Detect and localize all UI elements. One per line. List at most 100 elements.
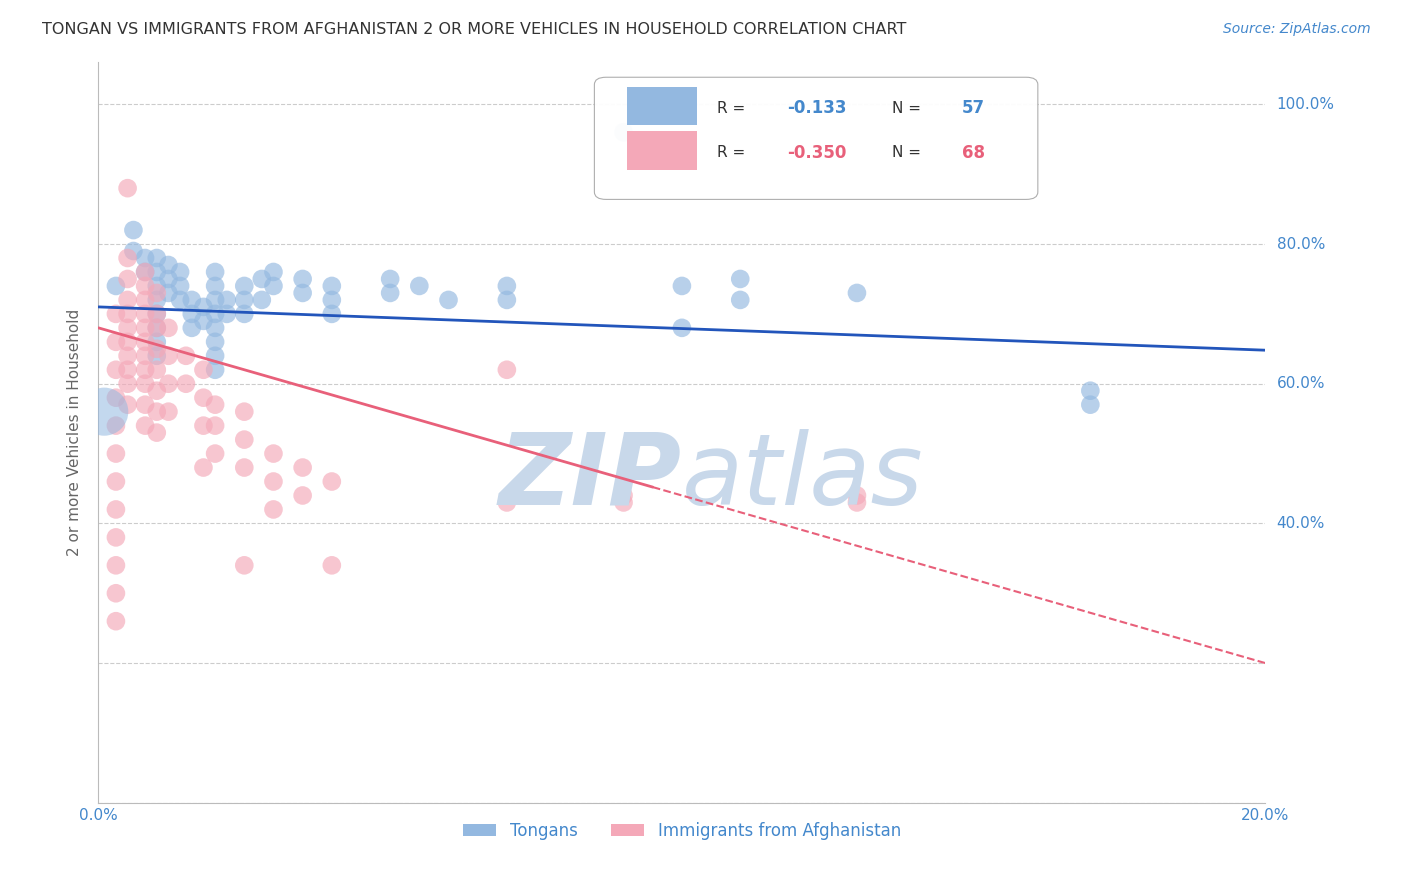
Text: -0.133: -0.133 <box>787 99 846 118</box>
Point <box>104 614 127 628</box>
Point <box>730 293 752 307</box>
Point <box>262 502 284 516</box>
Point <box>117 349 139 363</box>
Point <box>146 279 169 293</box>
Point <box>104 530 127 544</box>
Point <box>134 279 156 293</box>
Point <box>193 300 215 314</box>
Point <box>204 307 226 321</box>
Point <box>215 293 238 307</box>
Point <box>321 293 343 307</box>
Point <box>174 376 197 391</box>
Point <box>846 285 869 300</box>
Point <box>496 495 519 509</box>
Point <box>204 279 226 293</box>
Point <box>117 181 139 195</box>
Point <box>169 279 191 293</box>
Bar <box>627 87 697 126</box>
Point <box>117 251 139 265</box>
Point <box>291 272 314 286</box>
Point <box>146 307 169 321</box>
FancyBboxPatch shape <box>595 78 1038 200</box>
Legend: Tongans, Immigrants from Afghanistan: Tongans, Immigrants from Afghanistan <box>457 815 907 847</box>
Point <box>233 558 256 573</box>
Point <box>233 433 256 447</box>
Point <box>291 460 314 475</box>
Y-axis label: 2 or more Vehicles in Household: 2 or more Vehicles in Household <box>67 309 83 557</box>
Point <box>93 405 115 419</box>
Text: 68: 68 <box>962 144 986 161</box>
Point <box>134 418 156 433</box>
Text: 60.0%: 60.0% <box>1277 376 1324 392</box>
Point <box>496 279 519 293</box>
Point <box>146 425 169 440</box>
Point <box>134 376 156 391</box>
Point <box>134 307 156 321</box>
Point <box>496 363 519 377</box>
Point <box>250 272 273 286</box>
Point <box>122 223 145 237</box>
Point <box>134 398 156 412</box>
Point <box>169 265 191 279</box>
Point <box>146 342 169 356</box>
Point <box>157 272 180 286</box>
Point <box>117 321 139 335</box>
Point <box>134 321 156 335</box>
Point <box>104 334 127 349</box>
Point <box>180 307 202 321</box>
Point <box>157 285 180 300</box>
Point <box>174 349 197 363</box>
Point <box>846 495 869 509</box>
Point <box>204 265 226 279</box>
Point <box>250 293 273 307</box>
Point <box>122 244 145 258</box>
Point <box>146 265 169 279</box>
Text: Source: ZipAtlas.com: Source: ZipAtlas.com <box>1223 22 1371 37</box>
Point <box>157 376 180 391</box>
Point <box>846 488 869 502</box>
Point <box>146 349 169 363</box>
Point <box>496 293 519 307</box>
Point <box>612 125 634 139</box>
Point <box>117 363 139 377</box>
Point <box>146 363 169 377</box>
Point <box>104 586 127 600</box>
Point <box>262 265 284 279</box>
Point <box>134 293 156 307</box>
Point <box>193 460 215 475</box>
Point <box>146 321 169 335</box>
Text: N =: N = <box>891 145 925 161</box>
Point <box>104 307 127 321</box>
Point <box>215 307 238 321</box>
Point <box>380 272 402 286</box>
Point <box>291 488 314 502</box>
Text: ZIP: ZIP <box>499 428 682 525</box>
Point <box>408 279 430 293</box>
Point <box>437 293 460 307</box>
Point <box>612 495 634 509</box>
Text: N =: N = <box>891 101 925 116</box>
Point <box>204 293 226 307</box>
Point <box>117 293 139 307</box>
Point <box>104 363 127 377</box>
Text: 57: 57 <box>962 99 986 118</box>
Point <box>262 279 284 293</box>
Point <box>146 334 169 349</box>
Point <box>134 363 156 377</box>
Point <box>262 446 284 460</box>
Point <box>104 418 127 433</box>
Point <box>134 265 156 279</box>
Point <box>671 321 693 335</box>
Point <box>204 334 226 349</box>
Text: 40.0%: 40.0% <box>1277 516 1324 531</box>
Point <box>146 293 169 307</box>
Point <box>204 321 226 335</box>
Point <box>730 272 752 286</box>
Point <box>134 251 156 265</box>
Point <box>169 293 191 307</box>
Point <box>193 391 215 405</box>
Point <box>204 398 226 412</box>
Point <box>157 321 180 335</box>
Point <box>204 349 226 363</box>
Point <box>193 314 215 328</box>
